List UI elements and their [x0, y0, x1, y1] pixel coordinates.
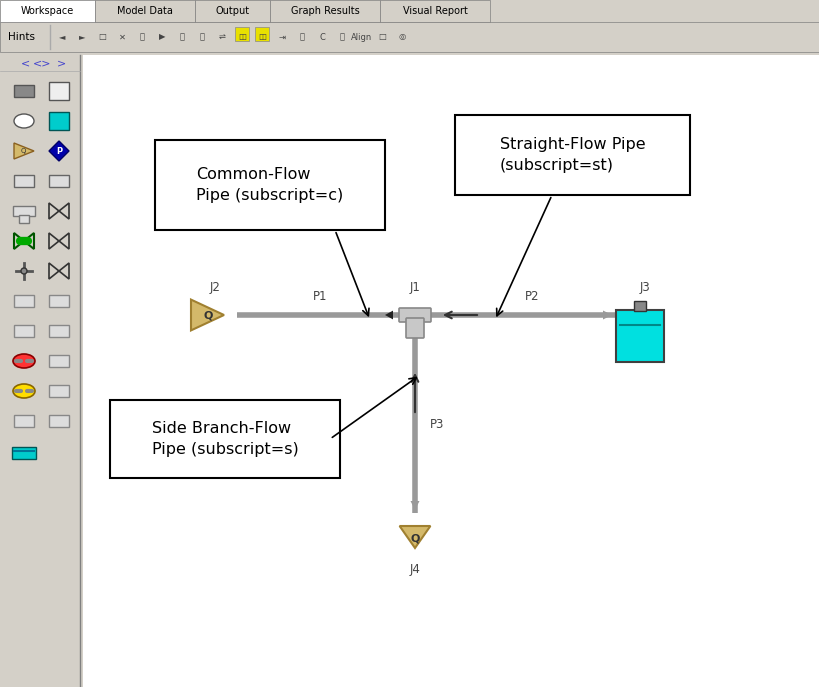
- Text: Q: Q: [410, 533, 419, 543]
- Text: □: □: [378, 32, 386, 41]
- Bar: [235, 27, 249, 41]
- Text: ►: ►: [79, 32, 85, 41]
- Text: 🌐: 🌐: [139, 32, 144, 41]
- Text: J3: J3: [640, 280, 650, 293]
- FancyBboxPatch shape: [399, 308, 431, 322]
- Text: Visual Report: Visual Report: [403, 6, 468, 16]
- Text: 🔧: 🔧: [340, 32, 345, 41]
- Text: Q: Q: [20, 148, 25, 154]
- Text: ✋: ✋: [179, 32, 184, 41]
- Text: C: C: [319, 32, 325, 41]
- Text: ▶: ▶: [159, 32, 165, 41]
- Bar: [195, 0, 270, 22]
- Text: J1: J1: [410, 280, 420, 293]
- Bar: [14, 85, 34, 97]
- Polygon shape: [410, 501, 419, 510]
- Text: 🔍: 🔍: [200, 32, 205, 41]
- Text: ◄: ◄: [59, 32, 66, 41]
- Text: P1: P1: [313, 291, 328, 304]
- Polygon shape: [49, 141, 69, 161]
- Bar: [49, 295, 69, 307]
- Bar: [13, 206, 35, 216]
- Bar: [14, 325, 34, 337]
- Bar: [155, 140, 385, 230]
- Polygon shape: [400, 526, 431, 548]
- FancyBboxPatch shape: [406, 318, 424, 338]
- Polygon shape: [603, 311, 612, 319]
- Text: <>: <>: [33, 58, 52, 68]
- Bar: [95, 0, 195, 22]
- Bar: [0, 0, 95, 22]
- Text: >: >: [57, 58, 66, 68]
- Ellipse shape: [14, 114, 34, 128]
- Bar: [49, 82, 69, 100]
- Bar: [49, 355, 69, 367]
- Bar: [0, 22, 819, 52]
- Bar: [270, 0, 380, 22]
- Text: Graph Results: Graph Results: [291, 6, 360, 16]
- Bar: [380, 0, 490, 22]
- Ellipse shape: [13, 384, 35, 398]
- Bar: [0, 0, 819, 22]
- Text: ✕: ✕: [119, 32, 125, 41]
- Text: ◎: ◎: [398, 32, 405, 41]
- Polygon shape: [191, 300, 224, 330]
- Circle shape: [21, 268, 27, 274]
- Text: ⇥: ⇥: [278, 32, 286, 41]
- Text: Workspace: Workspace: [20, 6, 75, 16]
- Text: P: P: [56, 146, 62, 155]
- Bar: [14, 175, 34, 187]
- Text: Side Branch-Flow
Pipe (subscript=s): Side Branch-Flow Pipe (subscript=s): [152, 421, 298, 457]
- Text: Model Data: Model Data: [117, 6, 173, 16]
- Bar: [110, 400, 340, 478]
- Bar: [49, 385, 69, 397]
- Bar: [49, 415, 69, 427]
- Bar: [634, 301, 646, 311]
- Bar: [12, 447, 36, 459]
- Text: Straight-Flow Pipe
(subscript=st): Straight-Flow Pipe (subscript=st): [500, 137, 645, 173]
- Bar: [255, 27, 269, 41]
- Text: Q: Q: [204, 310, 213, 320]
- Polygon shape: [14, 143, 34, 159]
- Bar: [49, 112, 69, 130]
- Bar: [14, 415, 34, 427]
- Text: ◫: ◫: [258, 32, 266, 41]
- Text: Common-Flow
Pipe (subscript=c): Common-Flow Pipe (subscript=c): [197, 167, 344, 203]
- Text: □: □: [98, 32, 106, 41]
- Text: P3: P3: [430, 418, 444, 431]
- Bar: [49, 175, 69, 187]
- Bar: [49, 325, 69, 337]
- Text: Output: Output: [215, 6, 250, 16]
- Text: P2: P2: [525, 291, 539, 304]
- Text: ◫: ◫: [238, 32, 246, 41]
- Ellipse shape: [13, 354, 35, 368]
- Text: ⇌: ⇌: [219, 32, 225, 41]
- Bar: [0, 55, 80, 687]
- Bar: [455, 115, 690, 195]
- Text: <: <: [20, 58, 29, 68]
- Text: J2: J2: [210, 280, 220, 293]
- Polygon shape: [385, 311, 393, 319]
- Bar: [616, 310, 664, 362]
- Text: Hints: Hints: [8, 32, 35, 42]
- Bar: [19, 215, 29, 223]
- Bar: [83, 55, 819, 687]
- Text: 🏛: 🏛: [300, 32, 305, 41]
- Text: J4: J4: [410, 563, 420, 576]
- Bar: [14, 295, 34, 307]
- Text: Align: Align: [351, 32, 373, 41]
